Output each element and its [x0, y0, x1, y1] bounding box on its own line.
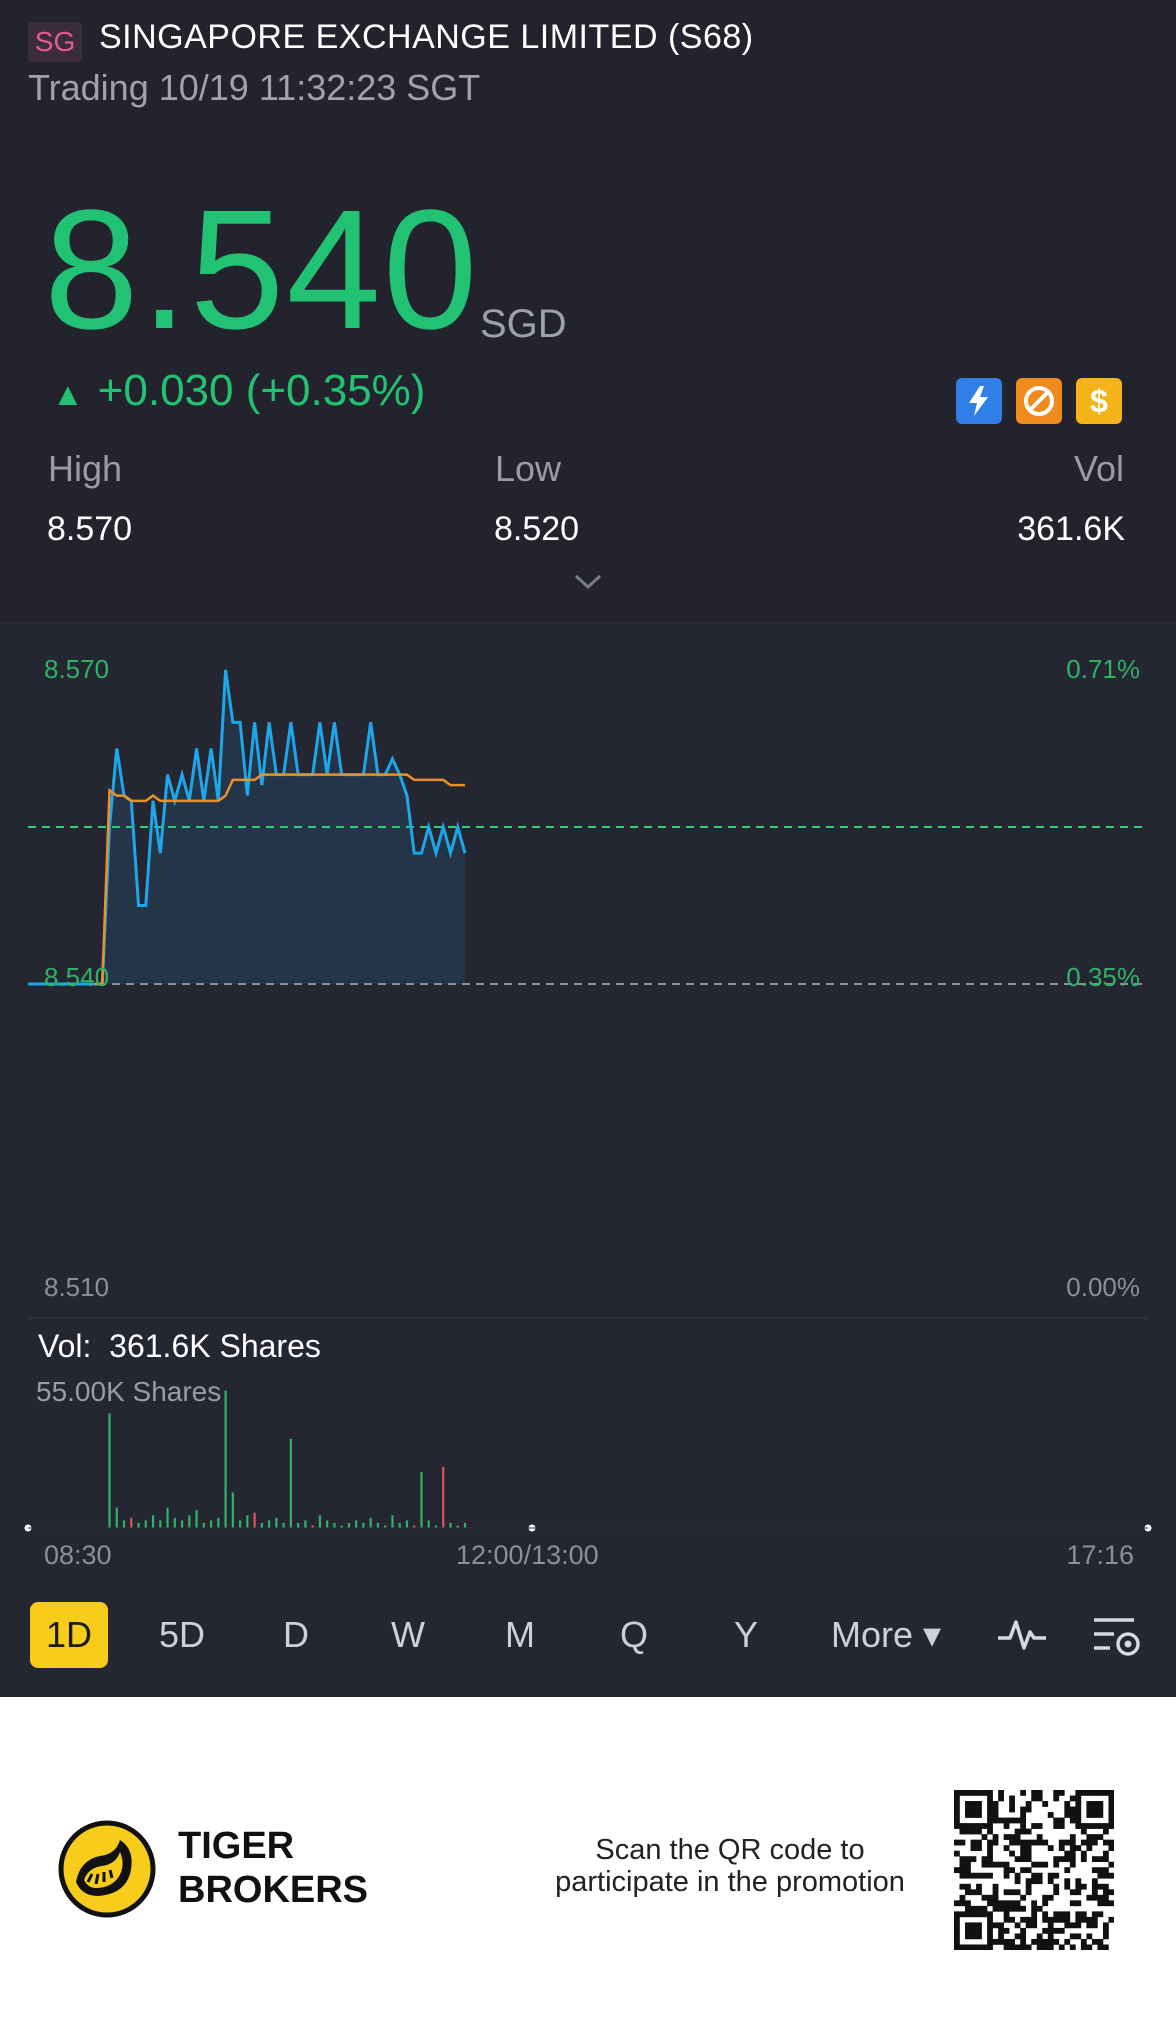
low-value: 8.520: [494, 510, 580, 548]
price-area-fill: [28, 670, 465, 984]
y-axis-bottom-label: 8.510: [44, 1272, 110, 1302]
average-price-line: [95, 773, 465, 986]
promo-line-2: participate in the promotion: [555, 1866, 905, 1898]
time-tick-mid: 12:00/13:00: [456, 1540, 599, 1570]
period-tab-w[interactable]: W: [391, 1614, 425, 1655]
y-axis-top-label: 8.570: [44, 654, 110, 684]
no-sign-icon[interactable]: [1016, 378, 1062, 424]
period-tab-q[interactable]: Q: [619, 1614, 648, 1655]
last-price: 8.540: [44, 175, 480, 365]
volume-label-value: 361.6K Shares: [109, 1328, 321, 1364]
pct-axis-bottom-label: 0.00%: [1066, 1272, 1140, 1302]
up-triangle-icon: ▲: [52, 376, 84, 412]
market-badge: SG: [28, 22, 82, 62]
period-tab-y[interactable]: Y: [733, 1614, 758, 1655]
stock-title: SINGAPORE EXCHANGE LIMITED (S68): [99, 18, 754, 56]
promo-line-1: Scan the QR code to: [595, 1834, 865, 1866]
change-value: +0.030 (+0.35%): [97, 366, 426, 415]
brand-name: TIGER BROKERS: [178, 1824, 368, 1912]
volume-label-prefix: Vol:: [38, 1328, 92, 1364]
brand-line-1: TIGER: [178, 1825, 295, 1867]
promo-footer: [0, 1697, 1176, 2041]
period-tab-1d[interactable]: 1D: [30, 1602, 108, 1668]
low-label: Low: [495, 448, 562, 489]
time-tick-close: 17:16: [1066, 1540, 1134, 1570]
lightning-icon[interactable]: [956, 378, 1002, 424]
price-change: ▲ +0.030 (+0.35%): [52, 366, 425, 416]
svg-text:$: $: [1090, 383, 1108, 419]
qr-code-icon: [954, 1790, 1115, 1951]
period-tab-d[interactable]: D: [283, 1614, 309, 1655]
trading-status: Trading 10/19 11:32:23 SGT: [28, 67, 481, 108]
pct-axis-mid-label: 0.35%: [1066, 962, 1140, 992]
promo-text: Scan the QR code to participate in the pr…: [520, 1834, 940, 1898]
vol-label: Vol: [1073, 448, 1124, 489]
dollar-icon[interactable]: $: [1076, 378, 1122, 424]
volume-scale-label: 55.00K Shares: [36, 1376, 222, 1407]
pct-axis-top-label: 0.71%: [1066, 654, 1140, 684]
currency-label: SGD: [480, 302, 567, 346]
time-tick-open: 08:30: [44, 1540, 112, 1570]
period-tab-m[interactable]: M: [505, 1614, 535, 1655]
high-label: High: [48, 448, 123, 489]
high-value: 8.570: [47, 510, 133, 548]
volume-label: Vol: 361.6K Shares: [38, 1328, 321, 1365]
tiger-logo-icon: [58, 1820, 156, 1923]
period-tab-more[interactable]: More ▾: [830, 1614, 942, 1655]
brand-line-2: BROKERS: [178, 1869, 369, 1911]
chart-settings-icon[interactable]: [1090, 1614, 1144, 1665]
y-axis-mid-label: 8.540: [44, 962, 110, 992]
chevron-down-icon[interactable]: [572, 572, 604, 597]
intraday-chart[interactable]: [0, 622, 1176, 1696]
indicator-icon[interactable]: [996, 1614, 1048, 1659]
period-tab-5d[interactable]: 5D: [158, 1614, 206, 1655]
vol-value: 361.6K: [1017, 510, 1125, 548]
